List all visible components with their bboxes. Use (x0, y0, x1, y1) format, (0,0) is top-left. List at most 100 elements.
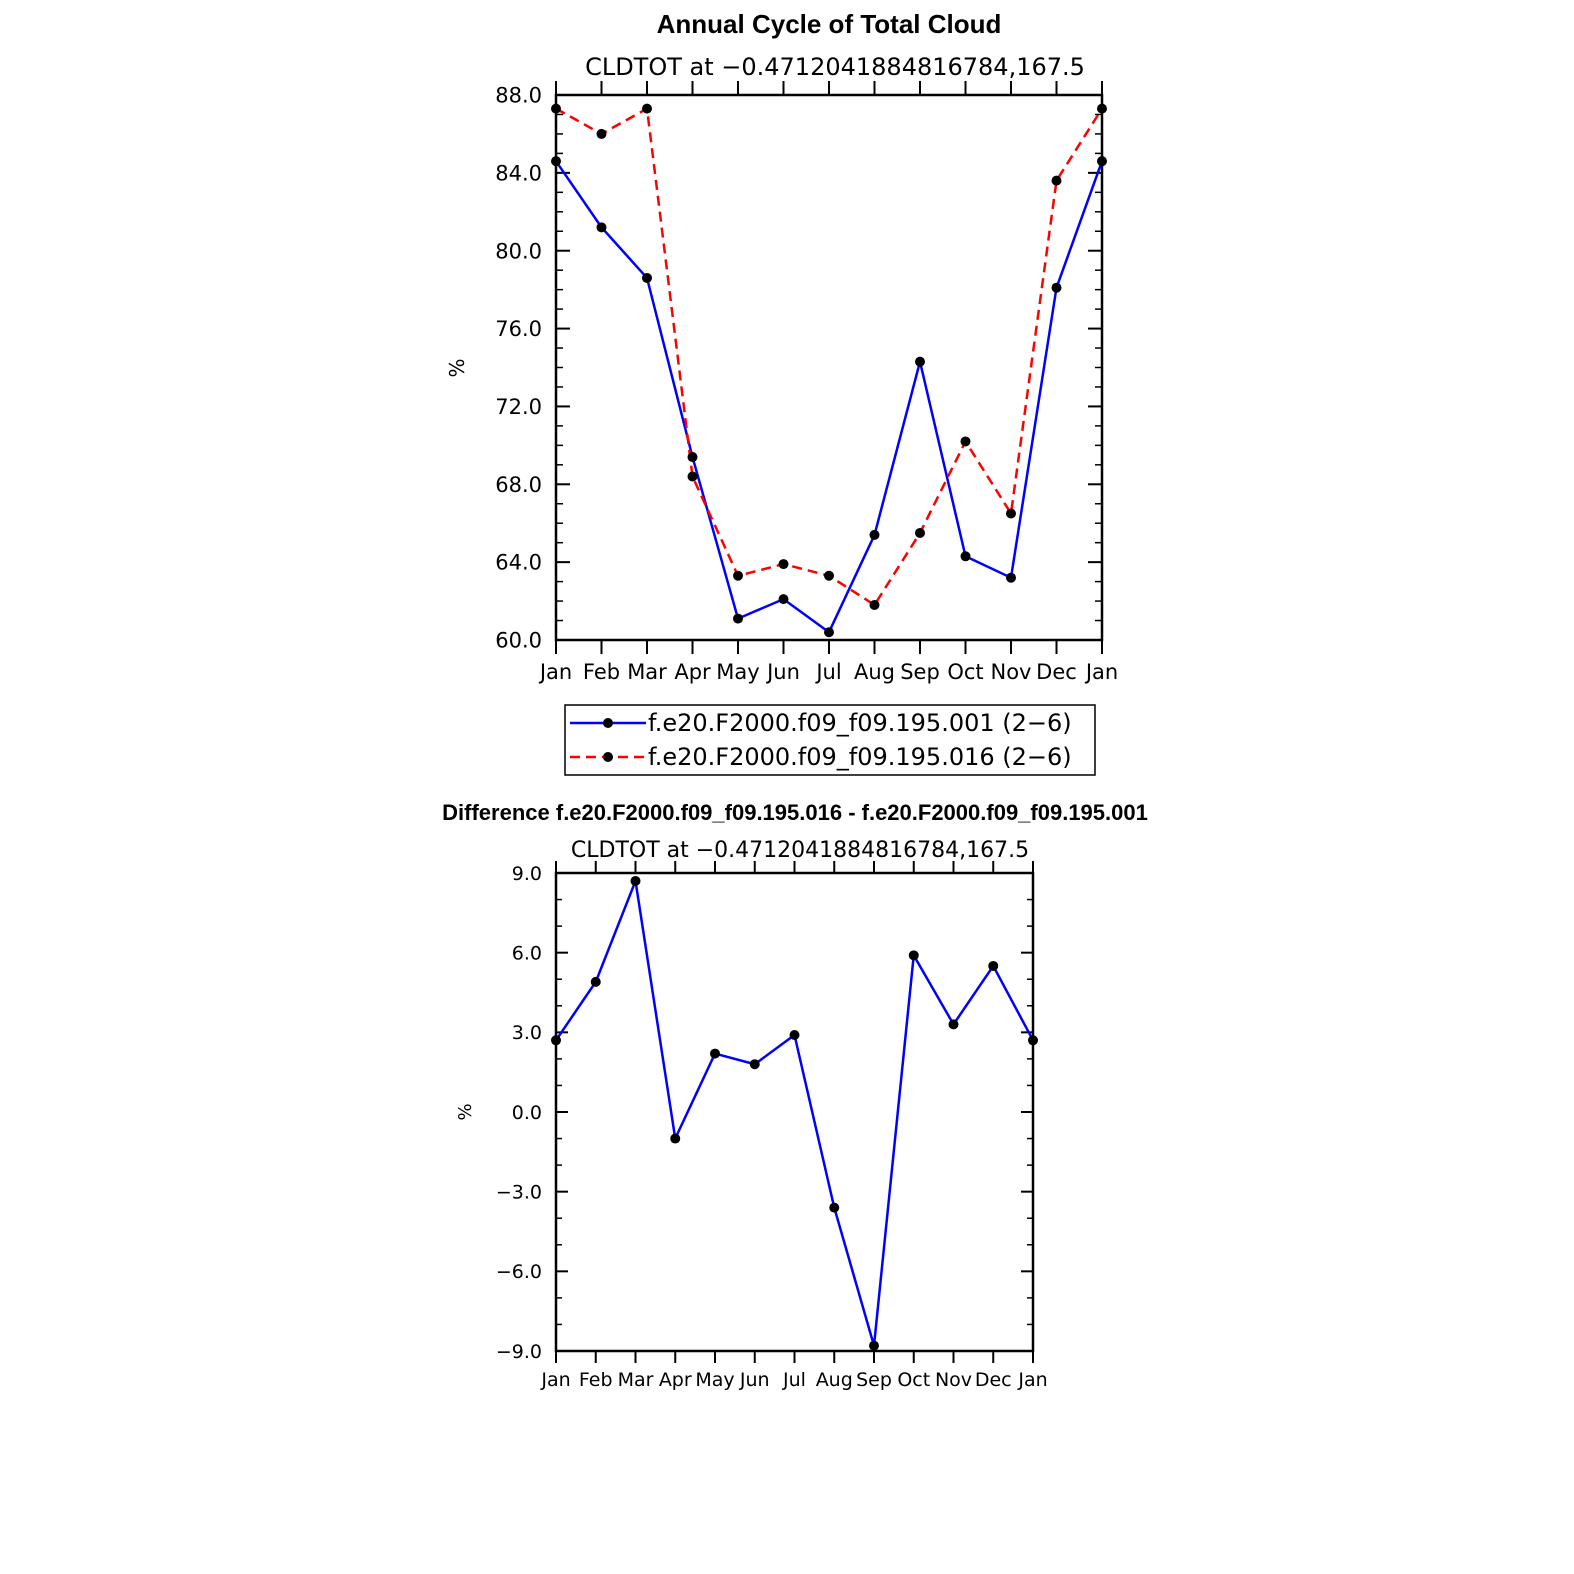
plot-frame (554, 93, 1104, 642)
difference-chart: Difference f.e20.F2000.f09_f09.195.016 -… (442, 800, 1148, 1391)
y-tick-label: 3.0 (512, 1022, 542, 1044)
plot-frame (554, 871, 1035, 1353)
series-line-1 (554, 876, 1035, 1347)
data-point-series-1 (642, 272, 652, 283)
data-point-series-2 (642, 103, 652, 114)
series-line-2 (555, 106, 1104, 607)
y-tick-label: 9.0 (512, 863, 542, 885)
data-point-series-1 (829, 1202, 840, 1213)
data-point-series-1 (733, 613, 743, 624)
x-tick-label: Mar (627, 660, 667, 684)
y-tick-label: −3.0 (496, 1182, 542, 1204)
data-point-series-1 (596, 222, 607, 233)
x-tick-label: Aug (816, 1369, 853, 1391)
data-point-series-2 (778, 559, 789, 570)
data-point-series-2 (687, 471, 698, 482)
y-tick-label: 80.0 (495, 239, 542, 263)
x-tick-label: Feb (583, 660, 620, 684)
chart-subtitle: CLDTOT at −0.4712041884816784,167.5 (571, 838, 1029, 863)
data-point-series-2 (733, 570, 743, 581)
data-point-series-1 (789, 1029, 800, 1040)
plot-area: Jan Feb Mar Apr May Jun Jul Aug Sep Oct Nov Dec Jan−… (496, 861, 1048, 1391)
data-point-series-1 (670, 1133, 681, 1144)
x-tick-label: Jul (814, 660, 841, 684)
legend-box (564, 704, 1096, 776)
plot-area: Jan Feb Mar Apr May Jun Jul Aug Sep Oct Nov Dec Jan 6… (495, 81, 1118, 684)
x-tick-label: Dec (1036, 660, 1077, 684)
chart-subtitle: CLDTOT at −0.4712041884816784,167.5 (585, 53, 1085, 81)
legend: f.e20.F2000.f09_f09.195.001 (2−6) f.e20.… (564, 704, 1096, 776)
x-tick-label: Nov (991, 660, 1032, 684)
data-point-series-1 (749, 1059, 760, 1070)
y-axis-label: % (455, 1103, 476, 1120)
chart-title: Annual Cycle of Total Cloud (657, 9, 1002, 39)
y-tick-label: 60.0 (495, 629, 542, 653)
x-tick-label: Jul (782, 1369, 806, 1391)
x-tick-label: Mar (618, 1369, 654, 1391)
x-tick-label: Sep (856, 1369, 892, 1391)
y-axis-label: % (445, 358, 469, 377)
x-tick-label: Sep (900, 660, 940, 684)
x-tick-label: Dec (975, 1369, 1012, 1391)
y-tick-label: 88.0 (495, 84, 542, 108)
y-tick-label: 64.0 (495, 551, 542, 575)
data-point-series-1 (590, 976, 601, 987)
x-tick-label: Jun (739, 1369, 770, 1391)
legend-label-series-2: f.e20.F2000.f09_f09.195.016 (2−6) (648, 743, 1072, 771)
x-tick-label: Feb (579, 1369, 613, 1391)
y-tick-label: 6.0 (512, 943, 542, 965)
y-tick-label: 68.0 (495, 473, 542, 497)
data-point-series-1 (687, 452, 698, 463)
x-tick-label: Jan (538, 660, 572, 684)
x-tick-label: Aug (854, 660, 895, 684)
data-point-series-1 (824, 627, 834, 638)
x-tick-label: Nov (935, 1369, 972, 1391)
data-point-series-1 (778, 594, 789, 605)
x-tick-label: Apr (674, 660, 711, 684)
x-tick-label: Apr (659, 1369, 692, 1391)
data-point-series-1 (1006, 572, 1016, 583)
data-point-series-2 (1051, 175, 1062, 186)
data-point-series-1 (551, 1035, 561, 1046)
x-tick-label: May (695, 1369, 734, 1391)
y-tick-label: 84.0 (495, 161, 542, 185)
data-point-series-2 (960, 436, 971, 447)
chart-title: Difference f.e20.F2000.f09_f09.195.016 -… (442, 800, 1148, 825)
series-line-1 (554, 160, 1104, 635)
data-point-series-2 (1006, 508, 1016, 519)
x-tick-label: Oct (947, 660, 983, 684)
data-point-series-1 (551, 156, 561, 167)
y-tick-label: −9.0 (496, 1341, 542, 1363)
y-tick-label: 72.0 (495, 395, 542, 419)
annual-cycle-chart: Annual Cycle of Total Cloud CLDTOT at −0… (445, 9, 1118, 776)
y-tick-label: 0.0 (512, 1102, 542, 1124)
data-point-series-1 (869, 529, 880, 540)
x-tick-label: Jan (1084, 660, 1118, 684)
x-tick-label: May (716, 660, 759, 684)
x-tick-label: Oct (897, 1369, 930, 1391)
data-point-series-1 (630, 875, 641, 886)
legend-marker-series-2 (603, 752, 613, 762)
y-tick-label: −6.0 (496, 1261, 542, 1283)
data-point-series-1 (1051, 282, 1062, 293)
data-point-series-2 (915, 527, 925, 538)
data-point-series-2 (869, 599, 880, 610)
data-point-series-1 (1097, 156, 1107, 167)
data-point-series-1 (960, 551, 971, 562)
data-point-series-2 (596, 128, 607, 139)
data-point-series-2 (1097, 103, 1107, 114)
data-point-series-1 (908, 950, 919, 961)
data-point-series-1 (869, 1340, 879, 1351)
x-tick-label: Jan (1017, 1369, 1047, 1391)
y-tick-label: 76.0 (495, 317, 542, 341)
x-tick-label: Jan (540, 1369, 570, 1391)
legend-marker-series-1 (603, 718, 613, 728)
data-point-series-2 (824, 570, 834, 581)
data-point-series-1 (988, 960, 999, 971)
data-point-series-1 (710, 1048, 720, 1059)
x-tick-label: Jun (765, 660, 800, 684)
data-point-series-1 (1028, 1035, 1038, 1046)
legend-label-series-1: f.e20.F2000.f09_f09.195.001 (2−6) (648, 709, 1072, 737)
data-point-series-2 (551, 103, 561, 114)
